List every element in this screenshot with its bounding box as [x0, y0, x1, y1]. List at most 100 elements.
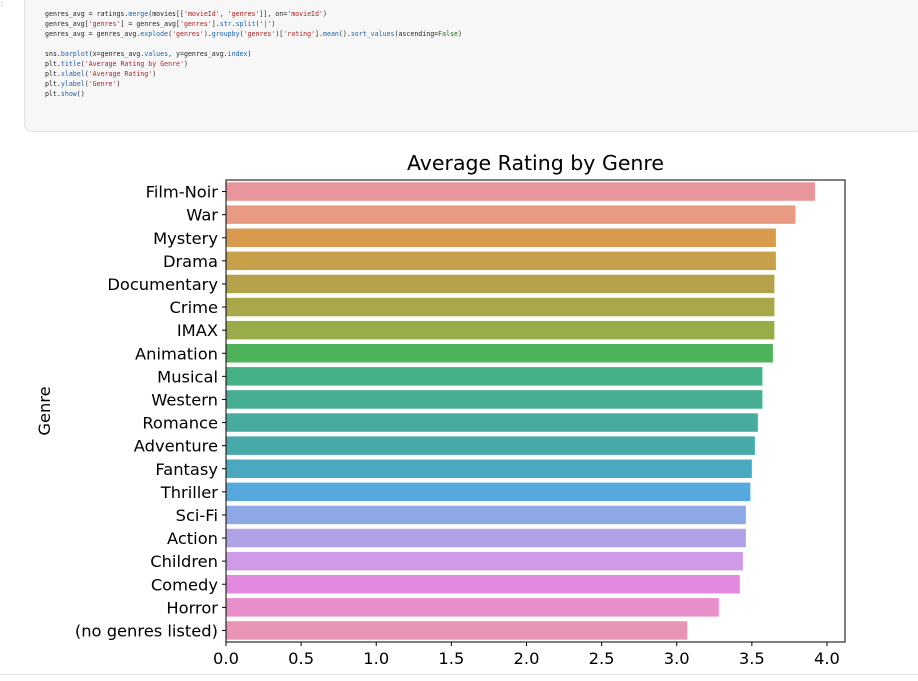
code-token: 'genres'	[172, 30, 204, 38]
code-token: split	[235, 20, 256, 28]
bar	[226, 182, 815, 201]
bar	[226, 367, 763, 386]
x-tick-label: 2.0	[514, 649, 540, 668]
plot-frame	[225, 179, 846, 643]
code-token: , y=genres_avg.	[168, 50, 228, 58]
code-token: 'movieId'	[183, 10, 220, 18]
bar	[226, 274, 775, 294]
code-token: ()	[76, 90, 85, 98]
bar	[226, 205, 796, 224]
bar	[226, 598, 719, 617]
code-token: xlabel	[60, 70, 85, 78]
chart-title: Average Rating by Genre	[407, 151, 664, 175]
code-token: 'rating'	[283, 30, 316, 38]
code-line: sns.barplot(x=genres_avg.values, y=genre…	[45, 49, 462, 59]
code-token: 'genres'	[243, 30, 276, 38]
code-token: (	[168, 30, 173, 38]
code-token: explode	[140, 30, 169, 38]
bar	[226, 251, 776, 271]
code-token: groupby	[211, 30, 240, 38]
y-tick-label: Thriller	[160, 483, 219, 502]
code-token: sort_values	[350, 30, 395, 38]
code-blank-line	[45, 39, 462, 49]
code-line: plt.show()	[45, 89, 462, 99]
cell-gutter-mark: :	[0, 0, 5, 8]
code-token: (	[255, 20, 260, 28]
bar	[226, 575, 740, 594]
bar	[226, 228, 776, 247]
code-token: .	[231, 20, 236, 28]
x-tick-label: 2.5	[589, 649, 615, 668]
y-tick-label: Children	[150, 552, 218, 571]
bar	[226, 297, 775, 317]
code-token: plt.	[45, 60, 61, 68]
y-tick-label: Action	[167, 529, 218, 548]
code-line: genres_avg = genres_avg.explode('genres'…	[45, 29, 462, 39]
code-token: ylabel	[60, 80, 85, 88]
bar	[226, 621, 688, 640]
y-tick-label: Crime	[170, 298, 218, 317]
code-token: (ascending=	[394, 30, 439, 38]
code-token: merge	[128, 10, 149, 18]
code-token: 'genres'	[179, 20, 212, 28]
code-token: ] = genres_avg[	[120, 20, 180, 28]
code-token: 'genres'	[227, 10, 260, 18]
code-token: 'Genre'	[88, 80, 117, 88]
bar	[226, 551, 743, 571]
code-token: )	[322, 10, 327, 18]
code-token: )	[152, 70, 157, 78]
bar	[226, 320, 775, 340]
code-line: plt.ylabel('Genre')	[45, 79, 462, 89]
bar	[226, 436, 755, 455]
code-token: (	[80, 60, 85, 68]
bar	[226, 528, 746, 548]
code-token: ].	[211, 20, 220, 28]
code-token: (	[84, 70, 89, 78]
code-token: genres_avg = genres_avg.	[45, 30, 141, 38]
y-tick-label: Horror	[166, 598, 218, 617]
x-tick-label: 0.5	[288, 649, 314, 668]
code-token: genres_avg[	[45, 20, 89, 28]
code-token: (	[84, 80, 89, 88]
code-token: ).	[203, 30, 212, 38]
code-line: genres_avg = ratings.merge(movies[['movi…	[45, 9, 462, 19]
bar	[226, 413, 758, 432]
code-token: ]], on=	[259, 10, 288, 18]
code-line: genres_avg['genres'] = genres_avg['genre…	[45, 19, 462, 29]
y-axis-label: Genre	[35, 386, 54, 435]
code-token: genres_avg = ratings.	[45, 10, 129, 18]
code-token: ,	[219, 10, 228, 18]
y-tick-label: Romance	[142, 414, 218, 433]
code-token: 'Average Rating'	[88, 70, 153, 78]
code-token: )	[247, 50, 252, 58]
y-tick-label: Comedy	[151, 575, 219, 594]
bar	[226, 459, 752, 478]
code-token: 'Average Rating by Genre'	[84, 60, 184, 68]
code-token: ().	[338, 30, 351, 38]
y-tick-label: Film-Noir	[146, 183, 219, 202]
y-tick-label: Adventure	[134, 437, 218, 456]
code-token: )[	[275, 30, 284, 38]
bar	[226, 482, 751, 502]
x-tick-label: 3.5	[739, 649, 765, 668]
x-tick-label: 3.0	[664, 649, 690, 668]
code-token: mean	[323, 30, 339, 38]
y-tick-label: Animation	[135, 344, 218, 363]
code-token: False	[438, 30, 459, 38]
code-token: (x=genres_avg.	[88, 50, 145, 58]
code-token: values	[144, 50, 169, 58]
bar	[226, 390, 763, 409]
y-tick-label: Mystery	[153, 229, 218, 248]
cell-output: Average Rating by Genre Film-Noir War Myste…	[0, 140, 918, 681]
code-token: plt.	[45, 80, 61, 88]
code-editor[interactable]: genres_avg = ratings.merge(movies[['movi…	[45, 9, 462, 99]
code-cell[interactable]: genres_avg = ratings.merge(movies[['movi…	[24, 0, 918, 132]
code-token: 'genres'	[88, 20, 121, 28]
y-tick-label: Documentary	[107, 275, 218, 294]
bar-chart: Average Rating by Genre Film-Noir War Myste…	[35, 151, 846, 668]
y-tick-label: IMAX	[177, 321, 218, 340]
code-token: plt.	[45, 70, 61, 78]
y-tick-label: Fantasy	[155, 460, 218, 479]
code-token: )	[116, 80, 121, 88]
x-tick-label: 4.0	[814, 649, 840, 668]
